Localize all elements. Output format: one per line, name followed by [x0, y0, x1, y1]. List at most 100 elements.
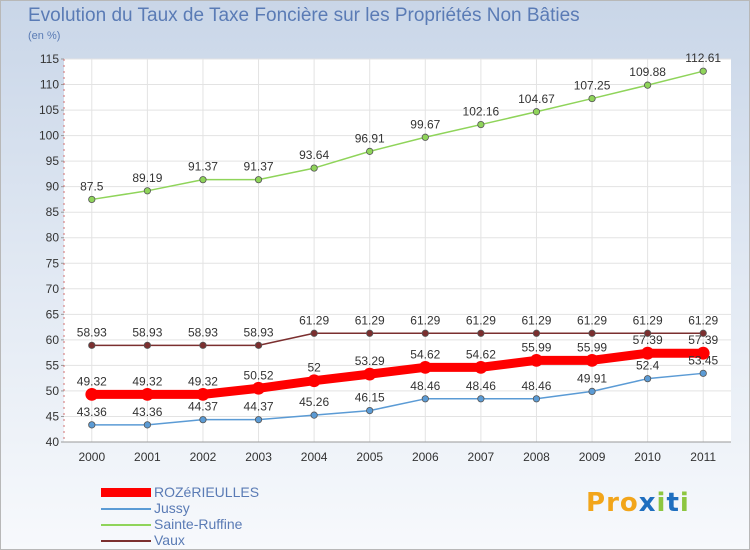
- data-label: 87.5: [80, 179, 104, 193]
- data-label: 104.67: [518, 92, 555, 106]
- logo-letter: x: [638, 488, 657, 518]
- data-label: 55.99: [521, 340, 551, 354]
- data-label: 61.29: [521, 313, 551, 327]
- y-tick-label: 70: [46, 282, 60, 296]
- x-tick-label: 2011: [690, 450, 716, 464]
- data-label: 45.26: [299, 395, 329, 409]
- x-tick-label: 2008: [523, 450, 550, 464]
- data-label: 58.93: [188, 325, 218, 339]
- x-tick-label: 2000: [78, 450, 105, 464]
- data-label: 58.93: [244, 325, 274, 339]
- data-point: [418, 360, 432, 374]
- chart-title: Evolution du Taux de Taxe Foncière sur l…: [28, 5, 580, 26]
- data-point: [699, 329, 707, 337]
- data-label: 91.37: [244, 160, 274, 174]
- data-label: 61.29: [633, 313, 663, 327]
- y-tick-label: 60: [46, 333, 60, 347]
- data-label: 61.29: [355, 313, 385, 327]
- data-point: [196, 388, 210, 401]
- data-point: [585, 353, 599, 367]
- data-point: [421, 395, 429, 403]
- data-point: [307, 374, 321, 388]
- y-tick-label: 85: [46, 205, 60, 219]
- x-tick-label: 2009: [579, 450, 606, 464]
- data-label: 50.52: [244, 368, 274, 382]
- legend-swatch: [101, 508, 151, 510]
- legend-label: ROZéRIEULLES: [154, 484, 260, 500]
- x-tick-label: 2010: [634, 450, 661, 464]
- data-point: [532, 395, 541, 403]
- data-point: [532, 108, 541, 116]
- data-label: 89.19: [132, 171, 162, 185]
- data-label: 96.91: [355, 131, 385, 145]
- data-point: [140, 388, 154, 401]
- series-line: [91, 332, 704, 347]
- data-point: [310, 164, 318, 172]
- y-tick-label: 40: [46, 435, 60, 449]
- data-point: [199, 176, 207, 184]
- data-label: 58.93: [132, 325, 162, 339]
- data-label: 112.61: [685, 51, 721, 65]
- data-point: [532, 329, 541, 337]
- y-tick-label: 55: [46, 358, 60, 372]
- data-label: 49.32: [188, 374, 218, 388]
- x-tick-label: 2005: [356, 450, 383, 464]
- data-label: 54.62: [466, 347, 496, 361]
- data-point: [588, 329, 596, 337]
- x-tick-label: 2004: [301, 450, 328, 464]
- logo-letter: t: [666, 488, 680, 518]
- data-label: 49.32: [132, 374, 162, 388]
- data-label: 49.32: [77, 374, 107, 388]
- data-point: [477, 395, 485, 403]
- data-point: [530, 353, 543, 367]
- data-point: [199, 341, 207, 349]
- data-label: 48.46: [466, 379, 496, 393]
- data-label: 61.29: [577, 313, 607, 327]
- legend-label: Sainte-Ruffine: [154, 516, 243, 532]
- y-tick-label: 65: [46, 307, 60, 321]
- y-tick-label: 95: [46, 154, 60, 168]
- logo-letter: i: [656, 488, 667, 518]
- series-line: [91, 70, 704, 201]
- data-point: [254, 341, 263, 349]
- logo-letter: i: [679, 488, 690, 518]
- logo-letter: o: [619, 488, 639, 518]
- data-label: 57.39: [688, 333, 718, 347]
- legend-label: Vaux: [154, 532, 185, 548]
- data-point: [588, 387, 596, 395]
- y-tick-label: 50: [46, 384, 60, 398]
- data-point: [644, 81, 652, 89]
- data-point: [421, 133, 429, 141]
- data-point: [143, 341, 151, 349]
- legend-swatch: [101, 540, 151, 542]
- y-tick-label: 100: [39, 129, 59, 143]
- data-point: [143, 421, 151, 429]
- data-point: [644, 375, 652, 383]
- data-label: 44.37: [244, 400, 274, 414]
- data-point: [588, 94, 596, 103]
- data-point: [366, 406, 374, 415]
- data-label: 61.29: [688, 313, 718, 327]
- logo-letter: P: [586, 488, 607, 518]
- y-tick-label: 115: [40, 52, 59, 66]
- data-point: [143, 187, 151, 195]
- plot-area: [64, 59, 731, 442]
- data-point: [644, 329, 652, 337]
- data-point: [699, 369, 707, 377]
- data-point: [696, 346, 710, 360]
- data-point: [85, 388, 99, 401]
- data-label: 61.29: [299, 313, 329, 327]
- data-label: 46.15: [355, 391, 385, 405]
- data-label: 53.45: [688, 353, 718, 367]
- y-tick-label: 45: [46, 409, 60, 423]
- data-label: 49.91: [577, 371, 607, 385]
- legend-swatch: [101, 524, 151, 526]
- data-label: 44.37: [188, 400, 218, 414]
- data-point: [366, 147, 374, 155]
- data-label: 43.36: [77, 405, 107, 419]
- data-label: 48.46: [410, 379, 440, 393]
- series-line: [91, 372, 704, 426]
- data-label: 53.29: [355, 354, 385, 368]
- data-label: 99.67: [410, 117, 440, 131]
